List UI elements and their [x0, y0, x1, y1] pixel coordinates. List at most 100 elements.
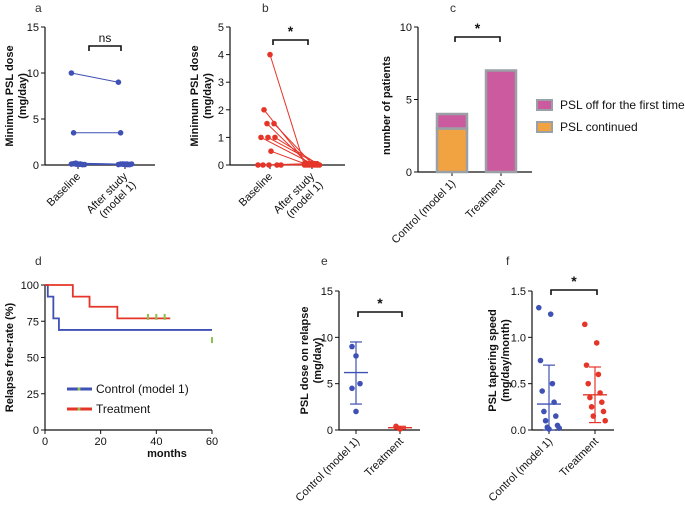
d-x-tick-label: 40 [150, 436, 162, 448]
c-significance-label: * [475, 20, 481, 36]
f-data-point [588, 404, 595, 410]
legend-d-treatment: Treatment [96, 402, 151, 416]
c-legend-swatch-psl-continued [536, 121, 553, 133]
a-y-tick-label: 15 [27, 22, 39, 34]
f-data-point [583, 362, 590, 368]
e-data-point [349, 343, 355, 350]
a-significance-bracket [88, 45, 122, 51]
b-y-tick-label: 0 [218, 160, 224, 172]
c-y-axis-label: number of patients [381, 56, 393, 155]
f-data-point [539, 388, 545, 394]
c-bar-psl-continued [435, 127, 469, 174]
panel-letter-f: f [506, 254, 510, 268]
a-x-tick-label-baseline: Baseline [45, 171, 83, 209]
b-y-axis-label: Minimum PSL dose(mg/day) [189, 45, 214, 146]
b-pair-line [274, 136, 320, 166]
b-significance-label: * [288, 23, 294, 39]
f-data-point [549, 380, 556, 387]
d-y-tick-label: 75 [27, 316, 39, 328]
legend-d-control: Control (model 1) [96, 382, 189, 396]
f-y-tick-label: 1.5 [511, 286, 526, 298]
f-data-point [556, 425, 562, 431]
f-y-tick-label: 1.0 [511, 332, 526, 344]
d-y-axis-label: Relapse free-rate (%) [4, 302, 16, 412]
f-data-point [542, 417, 549, 424]
b-y-tick-label: 3 [218, 77, 224, 89]
a-after-point [115, 79, 122, 85]
f-significance-bracket [550, 289, 598, 295]
a-baseline-point [70, 130, 77, 136]
c-x-tick-label-treatment: Treatment [463, 178, 507, 222]
panel-letter-a: a [35, 1, 42, 15]
b-y-tick-label: 5 [218, 22, 224, 34]
b-baseline-point [268, 148, 274, 154]
e-y-tick-label: 0 [327, 425, 333, 437]
e-data-point [357, 380, 363, 387]
d-legend-marker-treatment [77, 407, 81, 411]
panel-letter-b: b [262, 1, 269, 15]
b-x-tick-label-after: After study(model 1) [271, 170, 326, 225]
a-y-tick-label: 0 [33, 160, 39, 172]
c-significance-bracket [454, 36, 501, 42]
b-pair-line [270, 150, 305, 165]
c-y-tick-label: 10 [400, 22, 412, 34]
f-data-point [595, 371, 602, 378]
d-x-tick-label: 0 [42, 436, 48, 448]
d-km-curve-control [45, 284, 212, 331]
b-baseline-point [265, 134, 271, 141]
d-x-tick-label: 20 [95, 436, 107, 448]
a-after-point [117, 130, 124, 136]
e-y-tick-label: 5 [327, 379, 333, 391]
c-bar-psl-off [484, 69, 518, 174]
a-y-tick-label: 5 [33, 114, 39, 126]
d-x-tick-label: 60 [206, 436, 218, 448]
f-data-point [541, 408, 547, 415]
f-data-point [599, 399, 605, 406]
b-pair-line [267, 136, 318, 165]
f-data-point [553, 413, 559, 419]
b-baseline-point [258, 134, 264, 141]
b-baseline-point [271, 120, 277, 127]
panel-letter-c: c [450, 1, 456, 15]
e-x-tick-label-1: Treatment [362, 436, 406, 480]
f-data-point [585, 380, 591, 387]
f-data-point [536, 304, 542, 311]
d-y-tick-label: 25 [27, 389, 39, 401]
panel-letter-d: d [35, 254, 42, 268]
d-x-axis-label: months [147, 448, 187, 460]
d-y-tick-label: 0 [33, 425, 39, 437]
f-data-point [537, 357, 544, 364]
c-legend-swatch-psl-off [536, 99, 553, 111]
b-y-tick-label: 1 [218, 132, 224, 144]
b-baseline-point [267, 51, 273, 58]
f-y-axis-label: PSL tapering speed(mg/day/month) [487, 309, 512, 412]
e-y-tick-label: 10 [321, 332, 333, 344]
a-baseline-point [79, 161, 86, 168]
e-y-tick-label: 15 [321, 286, 333, 298]
b-baseline-point [272, 134, 278, 141]
b-baseline-point [278, 162, 284, 168]
a-pair-line [71, 72, 119, 83]
f-y-tick-label: 0.5 [511, 379, 526, 391]
b-y-tick-label: 4 [218, 50, 224, 62]
d-km-curve-treatment [45, 284, 171, 320]
b-baseline-point [266, 162, 272, 168]
f-data-point [593, 340, 600, 346]
f-x-tick-label-0: Control (model 1) [487, 436, 556, 505]
c-y-tick-label: 5 [406, 95, 412, 107]
e-data-point [349, 385, 355, 392]
e-x-tick-label-0: Control (model 1) [294, 436, 363, 505]
f-data-point [602, 417, 608, 424]
d-y-tick-label: 100 [21, 280, 39, 292]
d-legend-marker-control [77, 387, 81, 391]
a-significance-label: ns [99, 31, 112, 45]
e-significance-label: * [377, 295, 383, 311]
b-y-tick-label: 2 [218, 105, 224, 117]
legend-c-psl-off: PSL off for the first time [560, 98, 685, 112]
b-baseline-point [264, 120, 270, 127]
e-y-axis-label: PSL dose on relapse(mg/day) [299, 306, 324, 414]
panel-letter-e: e [321, 254, 328, 268]
f-y-tick-label: 0.0 [511, 425, 526, 437]
a-after-point [126, 161, 133, 168]
b-baseline-point [255, 162, 261, 168]
